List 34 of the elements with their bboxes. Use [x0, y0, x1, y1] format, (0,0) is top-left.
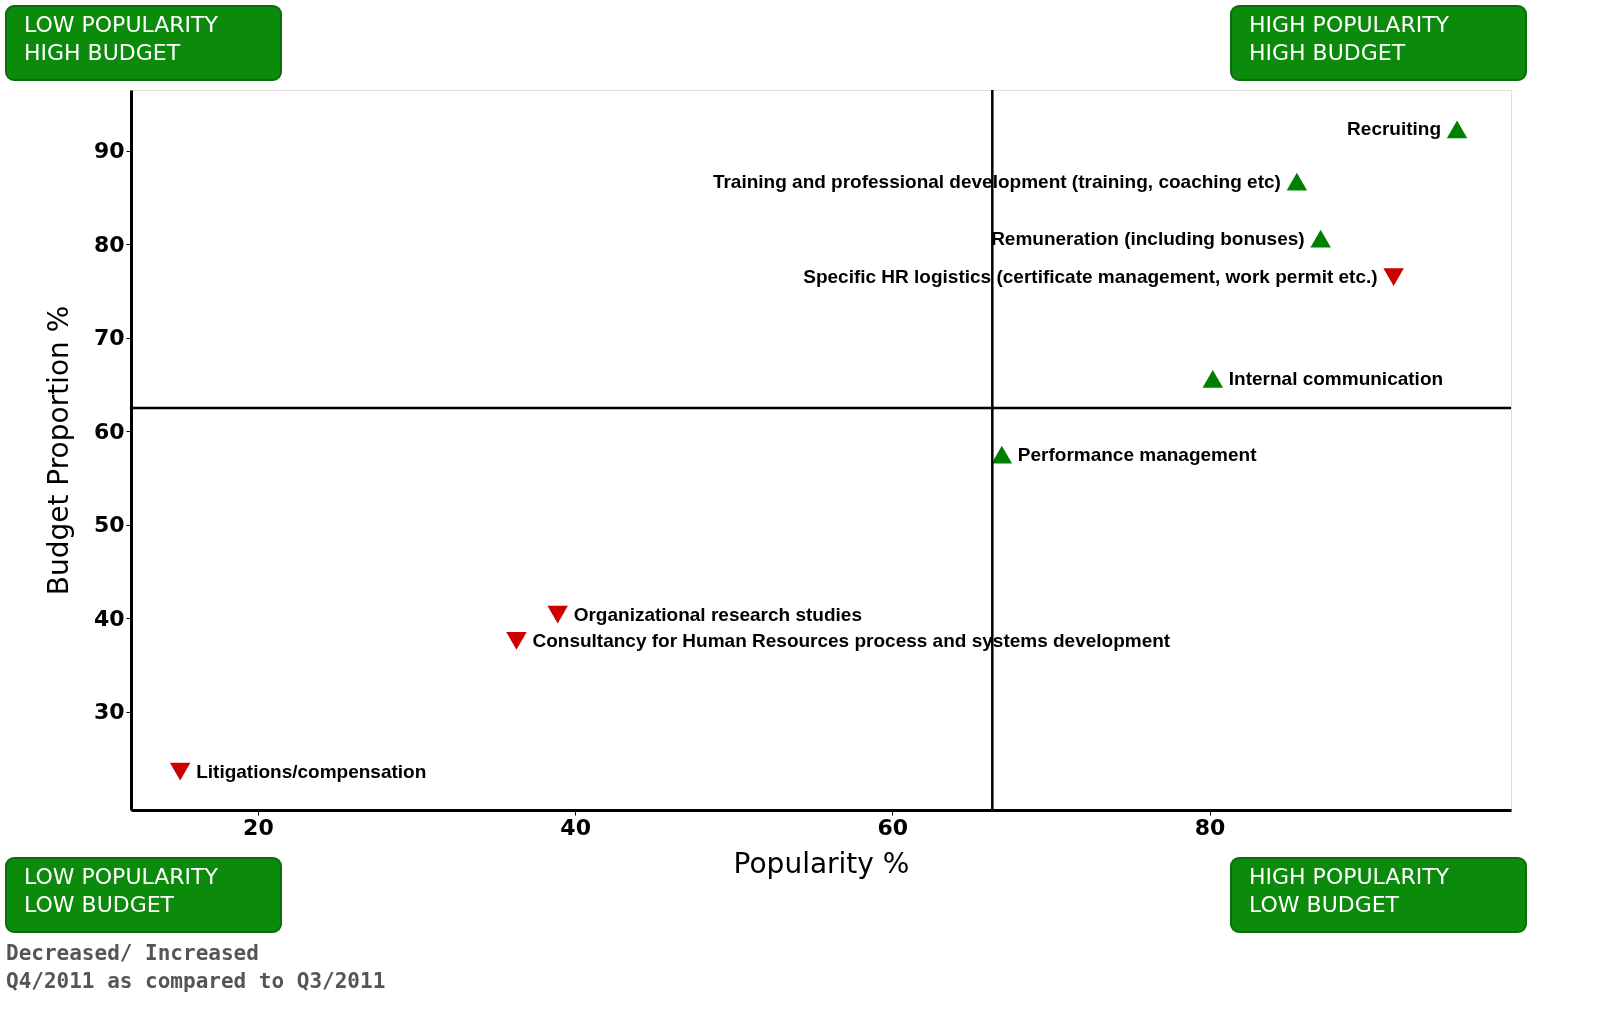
x-axis-title: Popularity % — [733, 846, 910, 880]
y-tick-label: 70 — [93, 325, 125, 351]
annotation: Internal communication — [1228, 367, 1444, 389]
text: LOW POPULARITY HIGH BUDGET — [24, 12, 219, 65]
annotation: Litigations/compensation — [196, 760, 427, 782]
text: Decreased/ Increased — [6, 941, 259, 965]
y-tick-label: 90 — [93, 138, 125, 164]
text: LOW POPULARITY LOW BUDGET — [24, 864, 219, 917]
annotation: Specific HR logistics (certificate management, work permit etc.) — [803, 266, 1378, 288]
point — [991, 445, 1013, 464]
y-tick-label: 30 — [93, 699, 125, 725]
annotation: Performance management — [1017, 443, 1258, 465]
point — [506, 631, 527, 650]
x-tick-label: 20 — [243, 814, 274, 840]
y-tick-label: 50 — [93, 512, 125, 538]
point — [547, 605, 568, 624]
y-axis-title: Budget Proportion % — [41, 305, 75, 596]
point — [1286, 172, 1308, 191]
x-tick-label: 40 — [560, 814, 591, 840]
point — [1202, 370, 1224, 388]
point — [1446, 120, 1468, 139]
y-tick-label: 80 — [93, 231, 125, 257]
y-tick-label: 60 — [93, 418, 125, 444]
point — [1383, 268, 1404, 286]
x-tick-label: 60 — [877, 814, 909, 840]
y-tick-label: 40 — [93, 605, 125, 631]
point — [169, 762, 191, 781]
text: HIGH POPULARITY LOW BUDGET — [1249, 864, 1450, 917]
text: Q4/2011 as compared to Q3/2011 — [6, 969, 386, 993]
annotation: Organizational research studies — [573, 603, 862, 625]
point — [1310, 229, 1331, 248]
text: HIGH POPULARITY HIGH BUDGET — [1249, 12, 1450, 65]
x-tick-label: 80 — [1194, 814, 1226, 840]
annotation: Recruiting — [1347, 118, 1442, 140]
